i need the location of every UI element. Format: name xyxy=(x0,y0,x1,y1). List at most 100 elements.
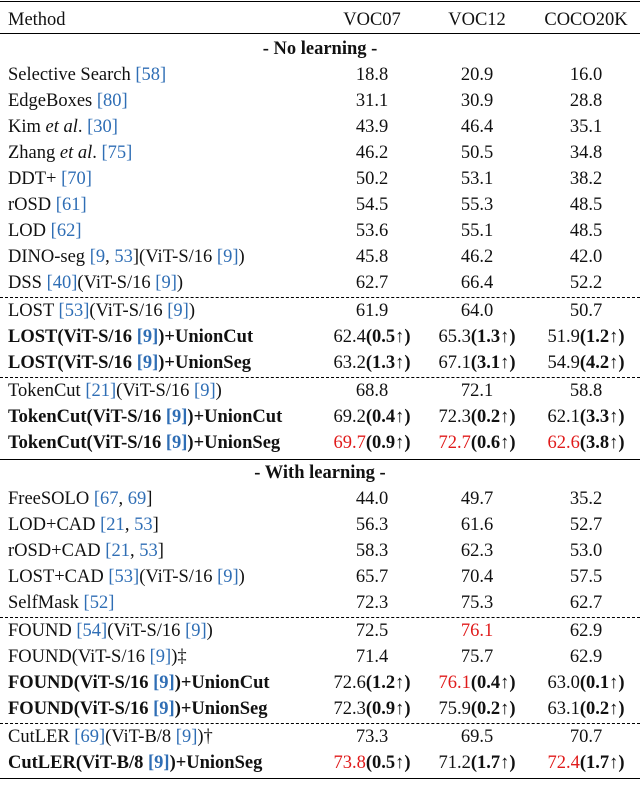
method-text: SelfMask xyxy=(8,593,84,613)
method-cell: DDT+ [70] xyxy=(8,166,92,192)
value-cell: 63.1(0.2↑) xyxy=(532,696,640,722)
method-text: rOSD+CAD xyxy=(8,541,106,561)
method-text: TokenCut xyxy=(8,381,86,401)
value-text: 55.3 xyxy=(460,195,494,215)
value-cell: 72.1 xyxy=(422,378,532,404)
method-text: [9] xyxy=(153,673,175,693)
value-cell: 62.7 xyxy=(322,270,422,296)
value-cell: 50.2 xyxy=(322,166,422,192)
method-text: )+UnionCut xyxy=(174,673,270,693)
value-cell: 53.6 xyxy=(322,218,422,244)
value-cell: 62.3 xyxy=(422,538,532,564)
method-text: ] xyxy=(132,247,140,267)
method-cell: EdgeBoxes [80] xyxy=(8,88,128,114)
method-text: [69] xyxy=(74,727,106,747)
value-text: (1.3↑) xyxy=(365,353,411,373)
value-text: 53.1 xyxy=(460,169,494,189)
value-cell: 69.2(0.4↑) xyxy=(322,404,422,430)
value-text: 62.6 xyxy=(547,433,580,453)
table-row: FreeSOLO [67, 69] 44.0 49.7 35.2 xyxy=(0,486,640,512)
method-text: LOST+CAD xyxy=(8,567,109,587)
method-text: [9] xyxy=(136,327,159,347)
value-cell: 31.1 xyxy=(322,88,422,114)
header-method: Method xyxy=(8,10,66,30)
value-text: (1.7↑) xyxy=(470,753,516,773)
value-text: 31.1 xyxy=(355,91,389,111)
method-text: )+UnionCut xyxy=(187,407,283,427)
value-cell: 53.1 xyxy=(422,166,532,192)
method-cell: TokenCut(ViT-S/16 [9])+UnionSeg xyxy=(8,430,280,456)
method-cell: FOUND [54](ViT-S/16 [9]) xyxy=(8,618,213,644)
value-text: 52.2 xyxy=(569,273,603,293)
method-cell: FreeSOLO [67, 69] xyxy=(8,486,152,512)
method-text: FOUND(ViT-S/16 xyxy=(8,647,150,667)
value-text: 76.1 xyxy=(438,673,471,693)
value-cell: 49.7 xyxy=(422,486,532,512)
value-cell: 34.8 xyxy=(532,140,640,166)
value-cell: 66.4 xyxy=(422,270,532,296)
value-cell: 45.8 xyxy=(322,244,422,270)
method-text: LOST xyxy=(8,301,59,321)
value-cell: 72.3 xyxy=(322,590,422,616)
value-cell: 55.3 xyxy=(422,192,532,218)
method-text: [62] xyxy=(50,221,82,241)
value-text: 62.9 xyxy=(569,621,603,641)
section-title: - No learning - xyxy=(262,39,378,59)
method-cell: Kim et al. [30] xyxy=(8,114,118,140)
method-text: [9] xyxy=(165,407,188,427)
value-text: (3.3↑) xyxy=(579,407,625,427)
method-text: [9] xyxy=(153,699,175,719)
value-cell: 73.8(0.5↑) xyxy=(322,750,422,776)
value-cell: 54.9(4.2↑) xyxy=(532,350,640,376)
value-cell: 38.2 xyxy=(532,166,640,192)
value-text: 71.4 xyxy=(355,647,389,667)
value-text: 72.7 xyxy=(438,433,471,453)
value-text: (0.2↑) xyxy=(579,699,625,719)
value-text: 63.0 xyxy=(547,673,580,693)
method-text: et al xyxy=(45,117,78,137)
method-text: [9] xyxy=(167,301,189,321)
value-text: 68.8 xyxy=(355,381,389,401)
method-text: DINO-seg xyxy=(8,247,90,267)
value-cell: 62.9 xyxy=(532,644,640,670)
value-text: (0.4↑) xyxy=(365,407,411,427)
method-text: (ViT-S/16 xyxy=(139,567,218,587)
method-text: . xyxy=(92,143,102,163)
value-text: 38.2 xyxy=(569,169,603,189)
table-row: LOD [62] 53.6 55.1 48.5 xyxy=(0,218,640,244)
method-text: ] xyxy=(157,541,164,561)
value-text: 46.2 xyxy=(460,247,494,267)
value-text: 72.3 xyxy=(355,593,389,613)
value-text: 51.9 xyxy=(547,327,580,347)
method-text: [9] xyxy=(155,273,177,293)
value-text: 62.9 xyxy=(569,647,603,667)
table-row: TokenCut [21](ViT-S/16 [9]) 68.8 72.1 58.8 xyxy=(0,378,640,404)
value-text: 54.9 xyxy=(547,353,580,373)
method-text: LOD xyxy=(8,221,51,241)
value-text: 34.8 xyxy=(569,143,603,163)
value-text: 76.1 xyxy=(460,621,494,641)
header-dataset: VOC07 xyxy=(343,10,401,30)
value-cell: 70.7 xyxy=(532,724,640,750)
method-cell: Selective Search [58] xyxy=(8,62,166,88)
method-text: [75] xyxy=(101,143,133,163)
value-cell: 20.9 xyxy=(422,62,532,88)
value-cell: 42.0 xyxy=(532,244,640,270)
value-text: 35.1 xyxy=(569,117,603,137)
method-text: [70] xyxy=(61,169,92,189)
value-cell: 75.3 xyxy=(422,590,532,616)
method-text: ) xyxy=(215,381,222,401)
method-text: 53 xyxy=(139,541,158,561)
value-text: 30.9 xyxy=(460,91,494,111)
value-text: 44.0 xyxy=(355,489,389,509)
value-text: 62.4 xyxy=(333,327,366,347)
value-text: 45.8 xyxy=(355,247,389,267)
method-text: [9] xyxy=(194,381,216,401)
method-text: Selective Search xyxy=(8,65,136,85)
table-row: FOUND(ViT-S/16 [9])‡ 71.4 75.7 62.9 xyxy=(0,644,640,670)
value-text: (1.2↑) xyxy=(579,327,625,347)
value-cell: 76.1 xyxy=(422,618,532,644)
value-text: (0.2↑) xyxy=(470,699,516,719)
method-cell: TokenCut [21](ViT-S/16 [9]) xyxy=(8,378,222,404)
top-rule xyxy=(0,1,640,2)
